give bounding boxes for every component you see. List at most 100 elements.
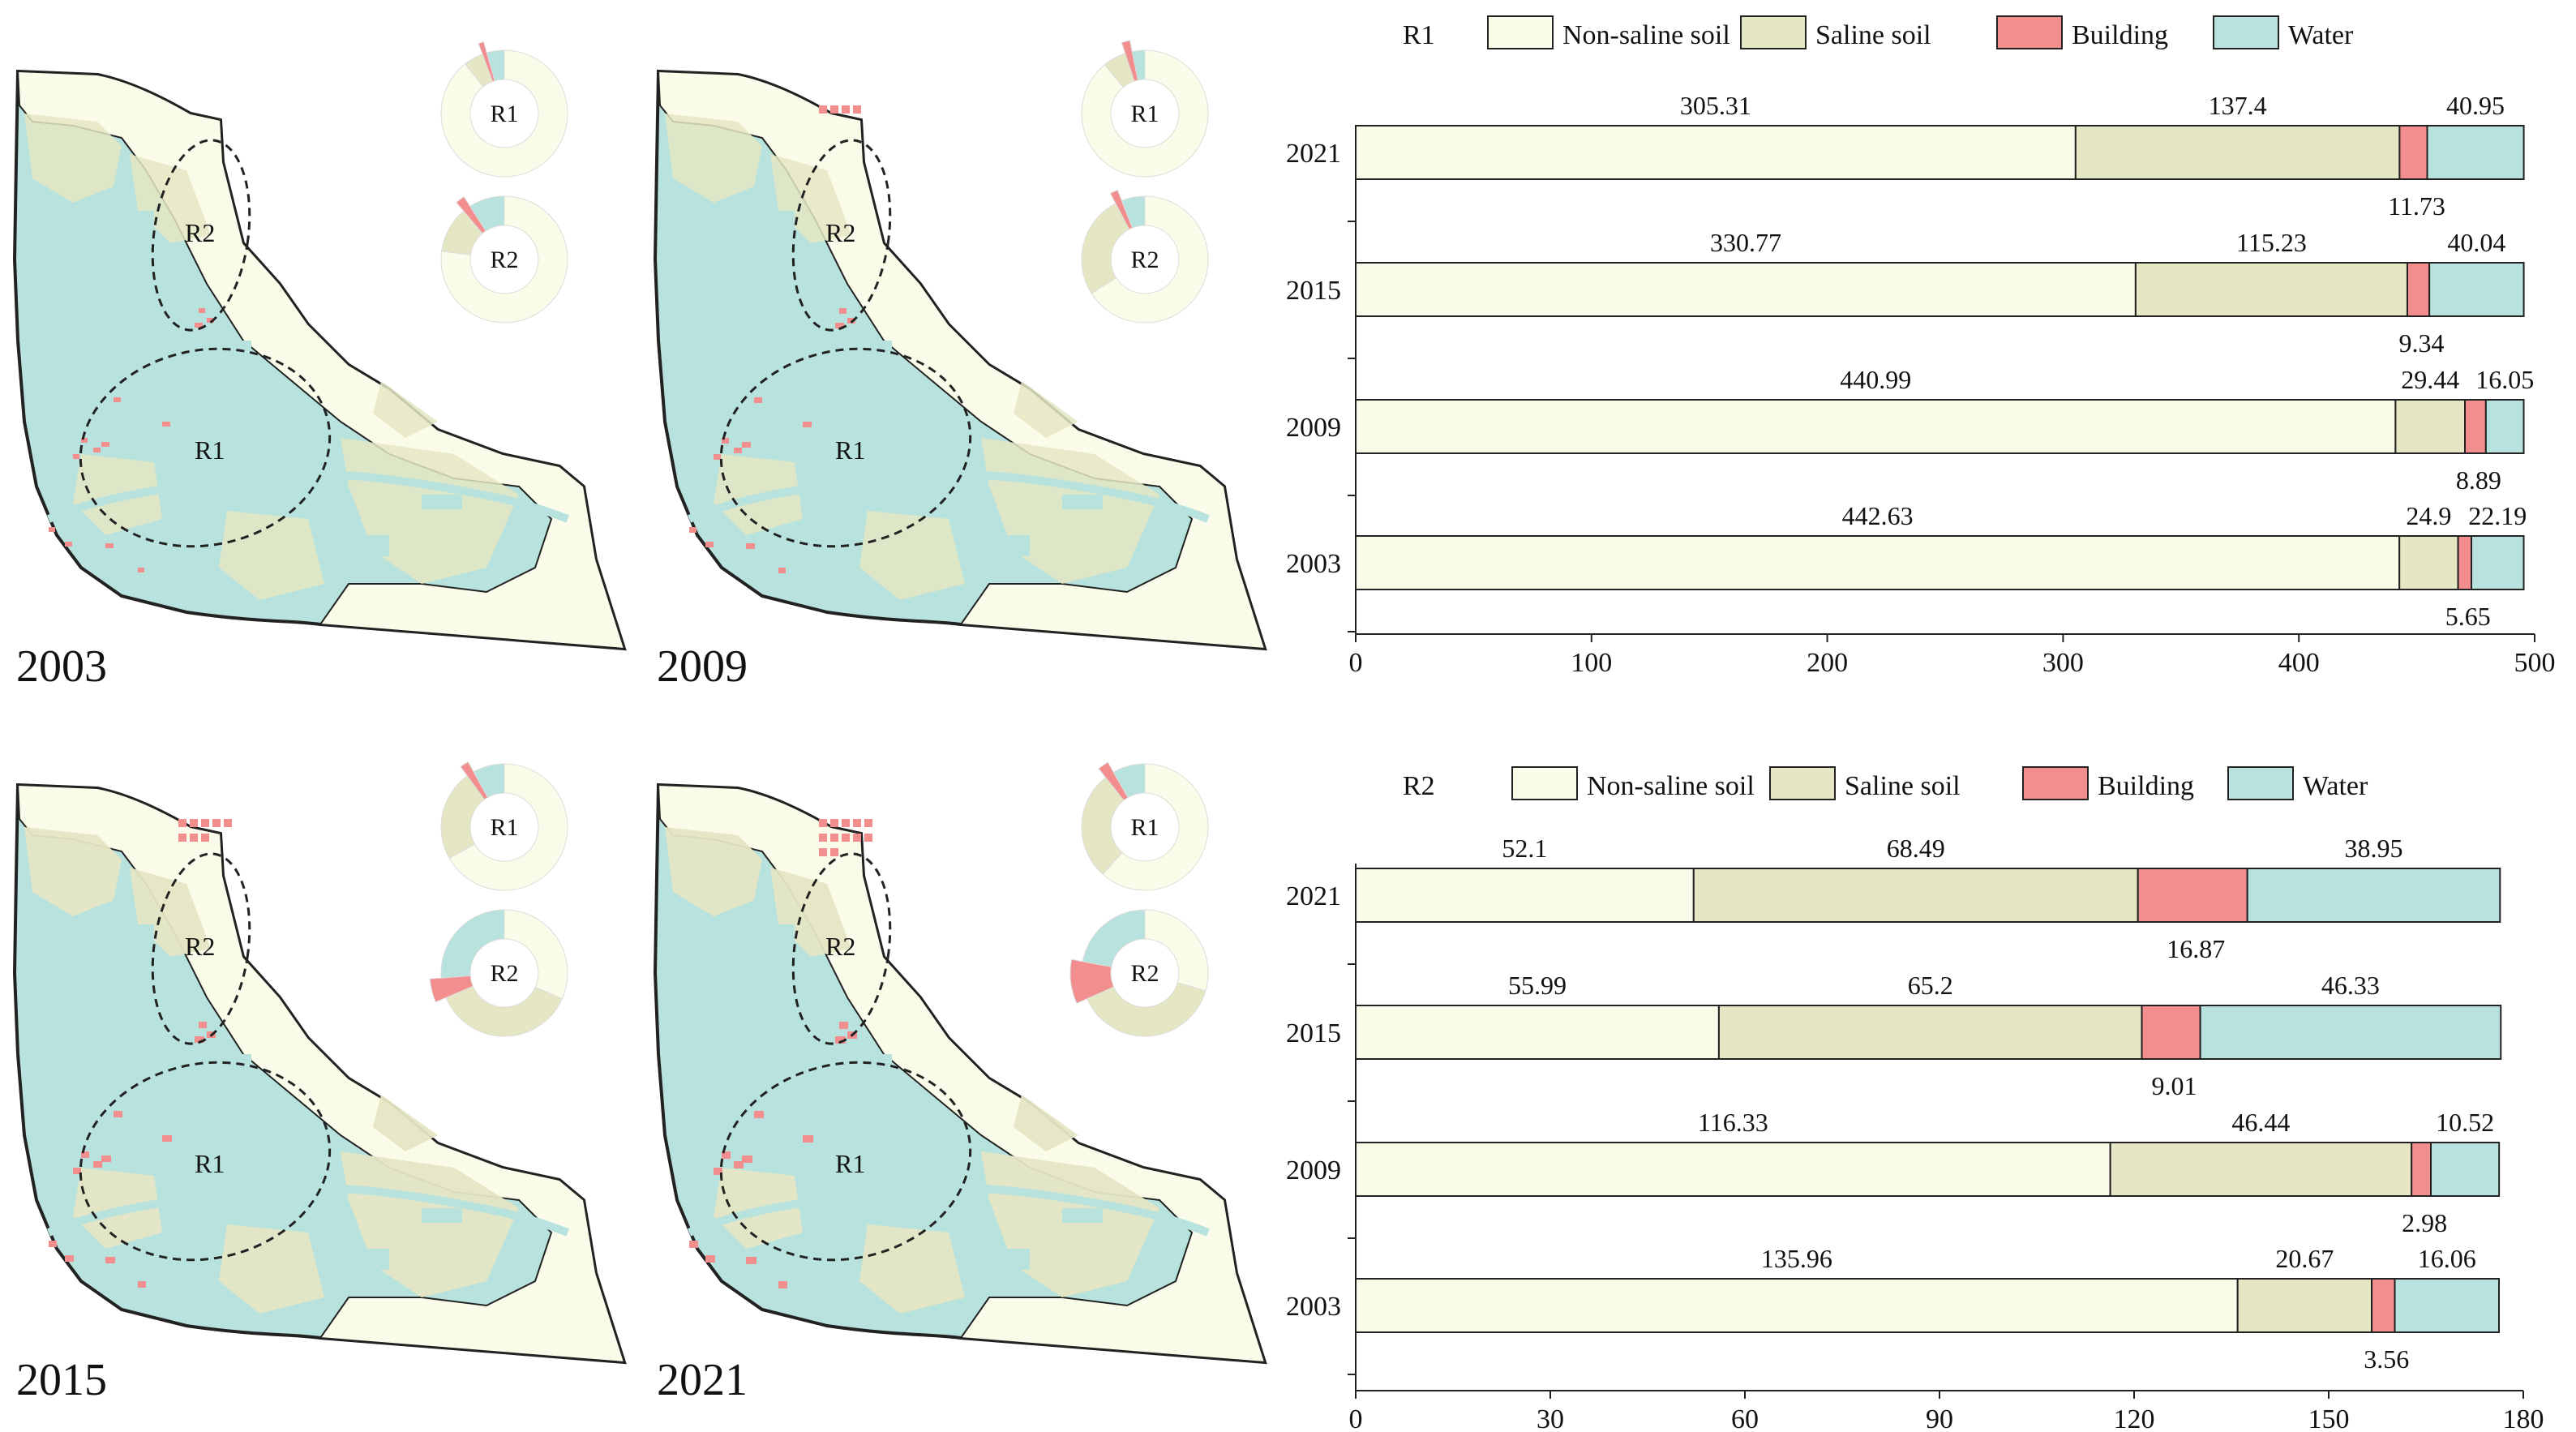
donut-r1: R1 (440, 41, 568, 178)
building-patch (839, 1022, 848, 1029)
donut-label: R2 (1130, 960, 1159, 987)
legend-label-non-saline: Non-saline soil (1587, 771, 1755, 801)
bar-non-saline-2021 (1355, 868, 1695, 923)
legend-swatch-non-saline (1511, 766, 1578, 800)
data-label-non-saline: 442.63 (1842, 501, 1914, 530)
donut-slice-non-saline (440, 49, 568, 178)
water-patch (114, 924, 154, 942)
bar-non-saline-2015 (1355, 262, 2137, 317)
bar-saline-2009 (2109, 1142, 2413, 1197)
donut-slice-water (440, 909, 505, 979)
bar-non-saline-2003 (1355, 1278, 2239, 1333)
building-patch (101, 442, 109, 447)
river (688, 1183, 1210, 1237)
building-patch (114, 1111, 122, 1117)
building-patch (830, 834, 838, 842)
data-label-water: 16.06 (2418, 1244, 2476, 1273)
chart-title: R2 (1403, 771, 1435, 801)
building-patch (819, 848, 827, 856)
region-label-r1: R1 (835, 435, 865, 465)
donut-r1: R1 (1081, 40, 1209, 178)
building-patch (65, 1255, 74, 1262)
bar-water-2003 (2471, 535, 2525, 590)
legend-swatch-building (1996, 15, 2063, 49)
water-patch (203, 341, 251, 355)
bar-water-2009 (2430, 1142, 2501, 1197)
data-label-water: 46.33 (2321, 971, 2380, 1000)
data-label-building: 2.98 (2402, 1208, 2447, 1237)
legend-swatch-saline (1740, 15, 1807, 49)
data-label-saline: 65.2 (1908, 971, 1953, 1000)
donut-slice-non-saline (1081, 49, 1209, 178)
region-label-r2: R2 (185, 932, 215, 961)
bar-building-2021 (2398, 125, 2428, 180)
building-patch (842, 105, 850, 114)
saline-patch (1014, 1095, 1078, 1151)
map-panel-2015: R2 R1 2015 R1 R2 (12, 761, 627, 1405)
water-patch (1062, 495, 1103, 509)
donut-label: R2 (490, 247, 518, 273)
data-label-building: 9.34 (2399, 328, 2445, 358)
x-tick-label: 300 (2042, 648, 2084, 678)
donut-slice-non-saline (1144, 909, 1209, 992)
building-patch (734, 448, 742, 453)
river (688, 469, 1210, 523)
bar-water-2015 (2199, 1005, 2502, 1060)
data-label-saline: 20.67 (2275, 1244, 2334, 1273)
data-label-non-saline: 135.96 (1761, 1244, 1832, 1273)
bar-building-2003 (2371, 1278, 2396, 1333)
data-label-non-saline: 440.99 (1840, 365, 1911, 394)
legend-swatch-non-saline (1487, 15, 1554, 49)
data-label-water: 38.95 (2344, 834, 2402, 863)
region-label-r1: R1 (195, 435, 225, 465)
building-patch (734, 1161, 744, 1168)
donut-slice-water (473, 763, 505, 798)
donut-slice-water (1112, 763, 1146, 799)
data-label-saline: 29.44 (2401, 365, 2459, 394)
data-label-building: 16.87 (2167, 934, 2225, 963)
map-panel-2003: R2 R1 2003 R1 R2 (12, 41, 627, 692)
maps-layer: R2 R1 2003 R1 R2 R2 R1 2009 R1 R2 R2 R1 2015 R1 R2 R2 R1… (12, 40, 1267, 1405)
building-patch (746, 1257, 757, 1264)
bar-non-saline-2003 (1355, 535, 2401, 590)
data-label-water: 40.04 (2447, 228, 2505, 257)
x-tick-label: 60 (1731, 1404, 1759, 1432)
water-patch (754, 211, 795, 229)
building-patch (73, 454, 79, 459)
saline-patch (859, 1224, 965, 1314)
legend-swatch-water (2213, 15, 2279, 49)
building-patch (819, 105, 827, 114)
building-patch (722, 438, 729, 444)
legend-label-building: Building (2098, 771, 2194, 801)
building-patch (853, 834, 861, 842)
data-label-water: 10.52 (2436, 1108, 2494, 1137)
map-year-label: 2015 (16, 1355, 107, 1405)
building-patch (742, 1155, 752, 1163)
donut-label: R1 (490, 814, 518, 841)
water-patch (114, 211, 154, 229)
building-patch (864, 834, 872, 842)
region-r1-outline (719, 347, 972, 548)
building-patch (178, 819, 186, 827)
y-tick-label: 2015 (1286, 1018, 1341, 1048)
bar-water-2021 (2246, 868, 2501, 923)
bar-saline-2021 (1692, 868, 2139, 923)
region-r1-outline (719, 1061, 972, 1262)
building-patch (830, 819, 838, 827)
building-patch (853, 819, 861, 827)
y-tick-label: 2021 (1286, 881, 1341, 911)
building-patch (803, 1135, 813, 1143)
bar-building-2021 (2137, 868, 2248, 923)
donut-slice-water (1082, 909, 1146, 967)
map-year-label: 2009 (657, 641, 748, 692)
x-tick-label: 500 (2514, 648, 2556, 678)
building-patch (830, 105, 838, 114)
building-patch (689, 1241, 698, 1248)
y-tick-label: 2009 (1286, 413, 1341, 443)
building-patch (830, 848, 838, 856)
bar-non-saline-2015 (1355, 1005, 1720, 1060)
donut-slice-non-saline (1102, 763, 1209, 891)
data-label-non-saline: 55.99 (1508, 971, 1567, 1000)
data-label-building: 5.65 (2445, 602, 2491, 631)
region-label-r1: R1 (835, 1149, 865, 1178)
